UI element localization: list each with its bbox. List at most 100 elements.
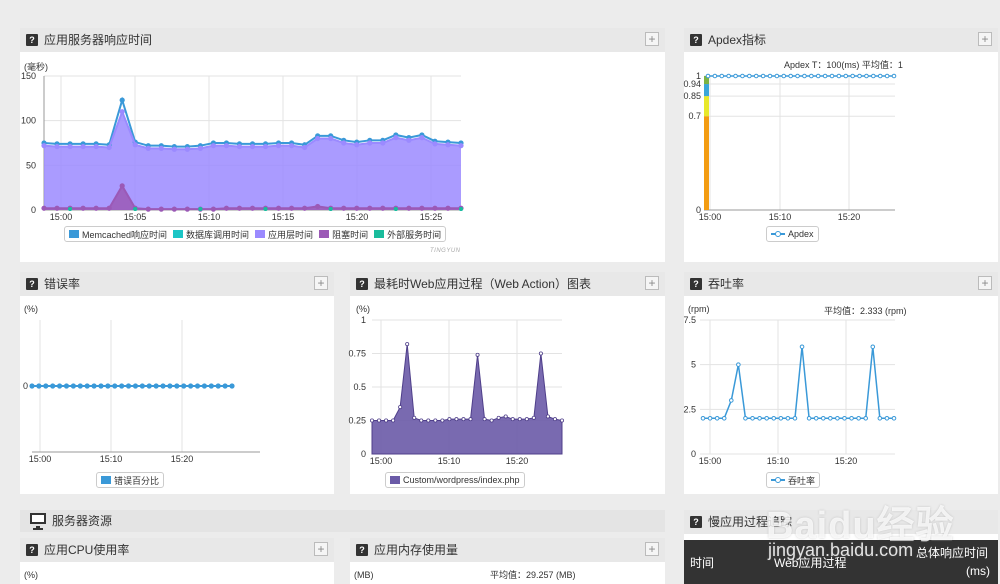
data-point: [778, 415, 784, 421]
legend-item-throughput[interactable]: 吞吐率: [771, 474, 815, 487]
column-web-process[interactable]: Web应用过程: [774, 556, 847, 570]
data-point: [125, 383, 132, 389]
add-icon[interactable]: +: [978, 276, 992, 290]
web-action-chart: 0 0.25 0.5 0.75 1 15:00 15:10 15:20: [348, 315, 564, 466]
column-total-response[interactable]: 总体响应时间: [916, 546, 989, 560]
x-tick-label: 15:25: [420, 212, 443, 222]
web-action-area: [371, 344, 563, 455]
data-point: [171, 146, 177, 152]
data-point: [705, 73, 711, 79]
legend-label: Custom/wordpress/index.php: [403, 475, 520, 485]
data-point: [263, 207, 268, 211]
data-point: [419, 135, 425, 141]
throughput-chart: 0 2.5 5 7.5 15:00 15:10 15:20: [683, 315, 897, 466]
data-point: [767, 73, 773, 79]
data-point: [461, 417, 466, 422]
data-point: [458, 143, 464, 149]
panel-header: ? 吞吐率 +: [684, 272, 998, 296]
data-point: [367, 205, 373, 211]
data-point: [393, 207, 398, 211]
help-icon[interactable]: ?: [356, 278, 368, 290]
legend-item-memcached[interactable]: Memcached响应时间: [69, 228, 167, 241]
data-point: [445, 205, 451, 211]
data-point: [36, 383, 42, 389]
add-icon[interactable]: +: [978, 32, 992, 46]
y-tick-label: 1: [361, 315, 366, 325]
panel-header: ? 错误率 +: [20, 272, 334, 296]
data-point: [106, 144, 112, 151]
data-point: [857, 73, 862, 79]
legend-item-apdex[interactable]: Apdex: [771, 229, 814, 239]
legend-item-app-layer[interactable]: 应用层时间: [255, 228, 313, 241]
response-time-panel: ? 应用服务器响应时间 + (毫秒) 0 50 100 150 15:00 15:05 15…: [20, 28, 665, 262]
panel-title: Apdex指标: [708, 33, 767, 47]
data-point: [223, 143, 230, 149]
data-point: [91, 383, 97, 389]
data-point: [160, 383, 166, 389]
y-tick-label: 0.75: [348, 349, 366, 359]
help-icon[interactable]: ?: [690, 278, 702, 290]
data-point: [153, 383, 159, 389]
add-icon[interactable]: +: [645, 276, 659, 290]
data-point: [750, 415, 755, 421]
legend-item-external[interactable]: 外部服务时间: [374, 228, 441, 241]
data-point: [842, 415, 847, 421]
column-unit: (ms): [966, 564, 990, 578]
help-icon[interactable]: ?: [356, 544, 368, 556]
throughput-average: 平均值：2.333 (rpm): [824, 306, 907, 316]
data-point: [406, 137, 412, 143]
data-point: [726, 73, 731, 79]
data-point: [171, 206, 177, 212]
data-point: [884, 415, 890, 421]
add-icon[interactable]: +: [645, 542, 659, 556]
panel-header: ? 慢应用过程追踪: [684, 510, 998, 534]
legend-label: 外部服务时间: [387, 229, 442, 240]
legend-item-blocking[interactable]: 阻塞时间: [319, 228, 368, 241]
data-point: [93, 205, 99, 211]
data-point: [728, 398, 734, 403]
legend-swatch: [771, 476, 785, 484]
panel-title: 应用CPU使用率: [44, 543, 130, 557]
data-point: [799, 344, 805, 350]
help-icon[interactable]: ?: [26, 278, 38, 290]
panel-header: ? Apdex指标 +: [684, 28, 998, 52]
data-point: [133, 207, 138, 211]
legend-swatch: [69, 230, 79, 238]
x-tick-label: 15:10: [769, 212, 792, 222]
help-icon[interactable]: ?: [26, 544, 38, 556]
data-point: [843, 73, 849, 79]
data-point: [188, 383, 194, 389]
data-point: [809, 73, 814, 79]
data-point: [393, 135, 399, 141]
x-tick-label: 15:10: [198, 212, 221, 222]
x-tick-label: 15:20: [835, 456, 858, 466]
data-point: [80, 143, 86, 150]
apdex-panel: ? Apdex指标 + Apdex T：100(ms) 平均值：1 0 0.7 0.…: [683, 28, 998, 262]
section-title: 服务器资源: [52, 514, 113, 528]
data-point: [433, 418, 438, 423]
legend-item-database[interactable]: 数据库调用时间: [173, 228, 249, 241]
data-point: [482, 417, 487, 422]
memory-average: 平均值：29.257 (MB): [490, 570, 576, 580]
data-point: [315, 135, 321, 142]
data-point: [223, 205, 230, 211]
column-time[interactable]: 时间: [690, 556, 715, 570]
help-icon[interactable]: ?: [690, 34, 702, 46]
apdex-band: [704, 116, 709, 210]
add-icon[interactable]: +: [314, 542, 328, 556]
y-tick-label: 0: [696, 205, 701, 215]
data-point: [288, 205, 295, 211]
panel-header: ? 最耗时Web应用过程（Web Action）图表 +: [350, 272, 665, 296]
apdex-band: [704, 76, 709, 85]
y-tick-label: 0.25: [348, 416, 366, 426]
add-icon[interactable]: +: [645, 32, 659, 46]
legend-item-index-php[interactable]: Custom/wordpress/index.php: [390, 475, 520, 485]
add-icon[interactable]: +: [314, 276, 328, 290]
data-point: [70, 383, 76, 389]
data-point: [475, 352, 480, 357]
x-tick-label: 15:20: [171, 454, 194, 464]
legend-item-error-percent[interactable]: 错误百分比: [101, 474, 159, 487]
help-icon[interactable]: ?: [26, 34, 38, 46]
data-point: [119, 97, 125, 103]
help-icon[interactable]: ?: [690, 516, 702, 528]
